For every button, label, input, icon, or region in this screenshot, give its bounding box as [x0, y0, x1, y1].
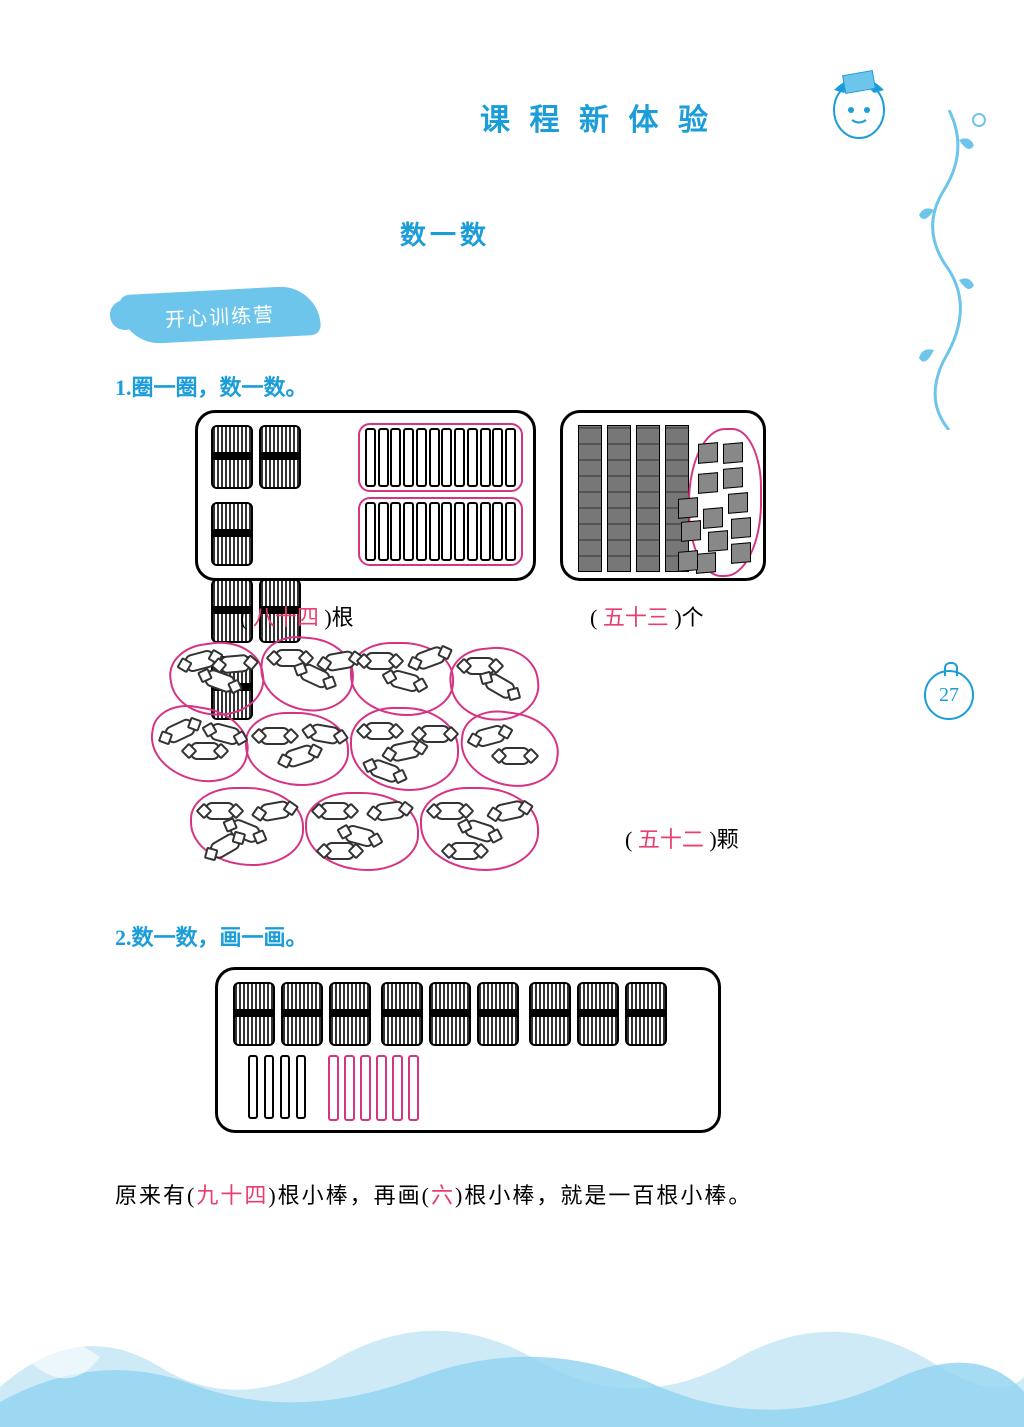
section-title: 数一数 — [400, 215, 490, 252]
training-camp-banner: 开心训练营 — [119, 285, 321, 345]
drawn-sticks — [328, 1055, 419, 1121]
answer-sticks: ( 八十四 )根 — [240, 600, 354, 632]
loose-sticks — [358, 423, 523, 568]
sticks-panel — [195, 410, 536, 581]
mascot-icon — [814, 55, 904, 155]
header-title: 课 程 新 体 验 — [480, 95, 714, 139]
bundles-panel — [215, 967, 721, 1133]
question-2-label: 2.数一数，画一画。 — [115, 920, 308, 952]
candy-area — [150, 637, 580, 897]
page-number: 27 — [939, 684, 959, 707]
question-2-sentence: 原来有(九十四)根小棒，再画(六)根小棒，就是一百根小棒。 — [115, 1178, 752, 1210]
answer-cubes: ( 五十三 )个 — [590, 600, 704, 632]
banner-text: 开心训练营 — [164, 298, 275, 333]
question-1-label: 1.圈一圈，数一数。 — [115, 370, 308, 402]
page-number-badge: 27 — [924, 670, 974, 720]
stick-circle-group — [358, 497, 523, 566]
vine-decoration — [909, 110, 989, 430]
answer-candies: ( 五十二 )颗 — [625, 822, 739, 854]
nine-bundles — [230, 978, 670, 1055]
cubes-panel — [560, 410, 766, 581]
wave-decoration — [0, 1307, 1024, 1427]
banner-icon — [109, 299, 141, 331]
stick-circle-group — [358, 423, 523, 492]
existing-loose-sticks — [248, 1055, 306, 1119]
